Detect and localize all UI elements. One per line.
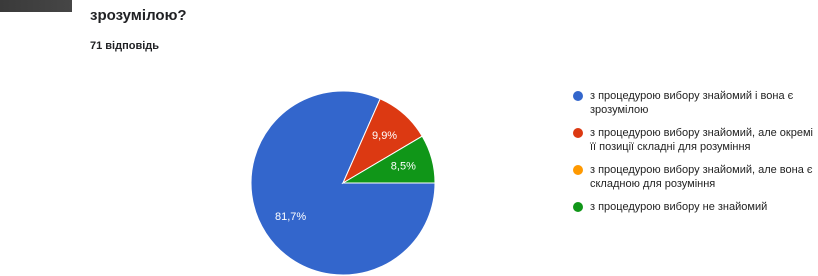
legend-label: з процедурою вибору знайомий, але вона є…	[590, 163, 813, 191]
legend-label: з процедурою вибору знайомий і вона є зр…	[590, 89, 813, 117]
legend-swatch	[573, 91, 583, 101]
legend-label: з процедурою вибору знайомий, але окремі…	[590, 126, 813, 154]
legend: з процедурою вибору знайомий і вона є зр…	[573, 89, 813, 223]
legend-item: з процедурою вибору не знайомий	[573, 200, 813, 214]
slice-label: 9,9%	[372, 130, 397, 142]
slice-label: 81,7%	[275, 211, 306, 223]
legend-swatch	[573, 165, 583, 175]
legend-swatch	[573, 128, 583, 138]
legend-item: з процедурою вибору знайомий і вона є зр…	[573, 89, 813, 117]
legend-swatch	[573, 202, 583, 212]
page: {"chart_data": {"type": "pie", "title": …	[0, 0, 818, 276]
legend-label: з процедурою вибору не знайомий	[590, 200, 767, 214]
legend-item: з процедурою вибору знайомий, але вона є…	[573, 163, 813, 191]
legend-item: з процедурою вибору знайомий, але окремі…	[573, 126, 813, 154]
slice-label: 8,5%	[391, 160, 416, 172]
